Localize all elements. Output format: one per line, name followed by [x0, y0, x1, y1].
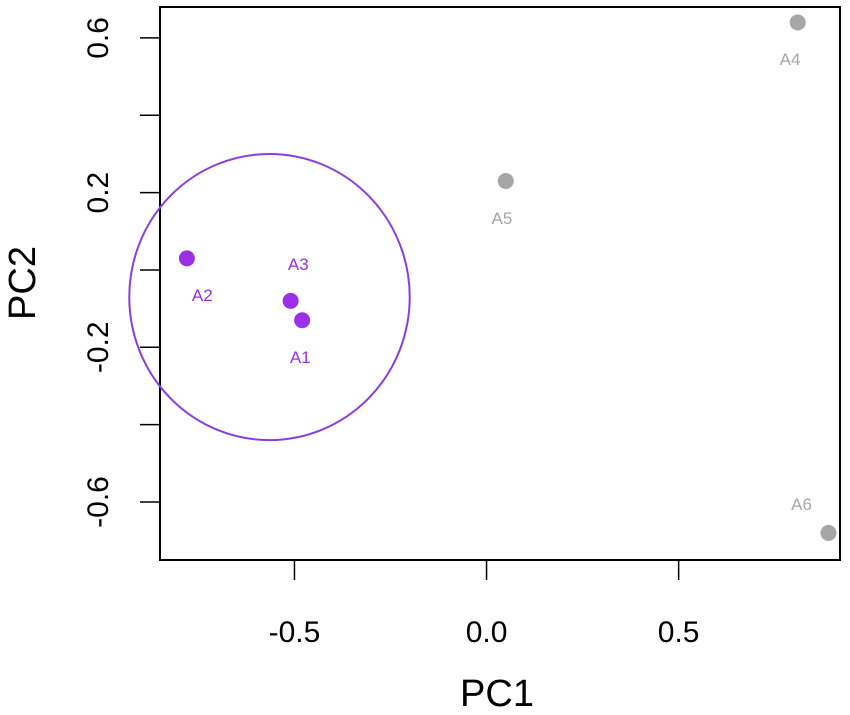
- y-tick-label: -0.6: [82, 476, 115, 528]
- cluster-ellipse-layer: [128, 152, 411, 442]
- y-tick-label: 0.6: [82, 17, 115, 59]
- y-tick-label: -0.2: [82, 321, 115, 373]
- point-a4: [789, 14, 806, 31]
- plot-frame: [159, 6, 841, 561]
- y-axis: -0.6 -0.2 0.2 0.6: [82, 17, 161, 528]
- points-layer: A1 A2 A3 A4 A5 A6: [178, 14, 837, 541]
- y-axis-title: PC2: [2, 246, 44, 320]
- point-label-a1: A1: [290, 348, 311, 367]
- point-label-a6: A6: [791, 495, 812, 514]
- x-axis: -0.5 0.0 0.5: [269, 559, 700, 649]
- point-a2: [178, 250, 195, 267]
- x-tick-label: 0.5: [658, 616, 700, 649]
- point-a5: [497, 173, 514, 190]
- x-axis-title: PC1: [460, 673, 534, 715]
- point-a1: [294, 312, 311, 329]
- point-label-a3: A3: [288, 255, 309, 274]
- y-tick-label: 0.2: [82, 172, 115, 214]
- point-label-a4: A4: [780, 50, 801, 69]
- point-a6: [820, 524, 837, 541]
- x-tick-label: -0.5: [269, 616, 321, 649]
- point-label-a2: A2: [192, 286, 213, 305]
- point-a3: [282, 292, 299, 309]
- point-label-a5: A5: [492, 209, 513, 228]
- x-tick-label: 0.0: [466, 616, 508, 649]
- cluster-ellipse: [128, 152, 411, 442]
